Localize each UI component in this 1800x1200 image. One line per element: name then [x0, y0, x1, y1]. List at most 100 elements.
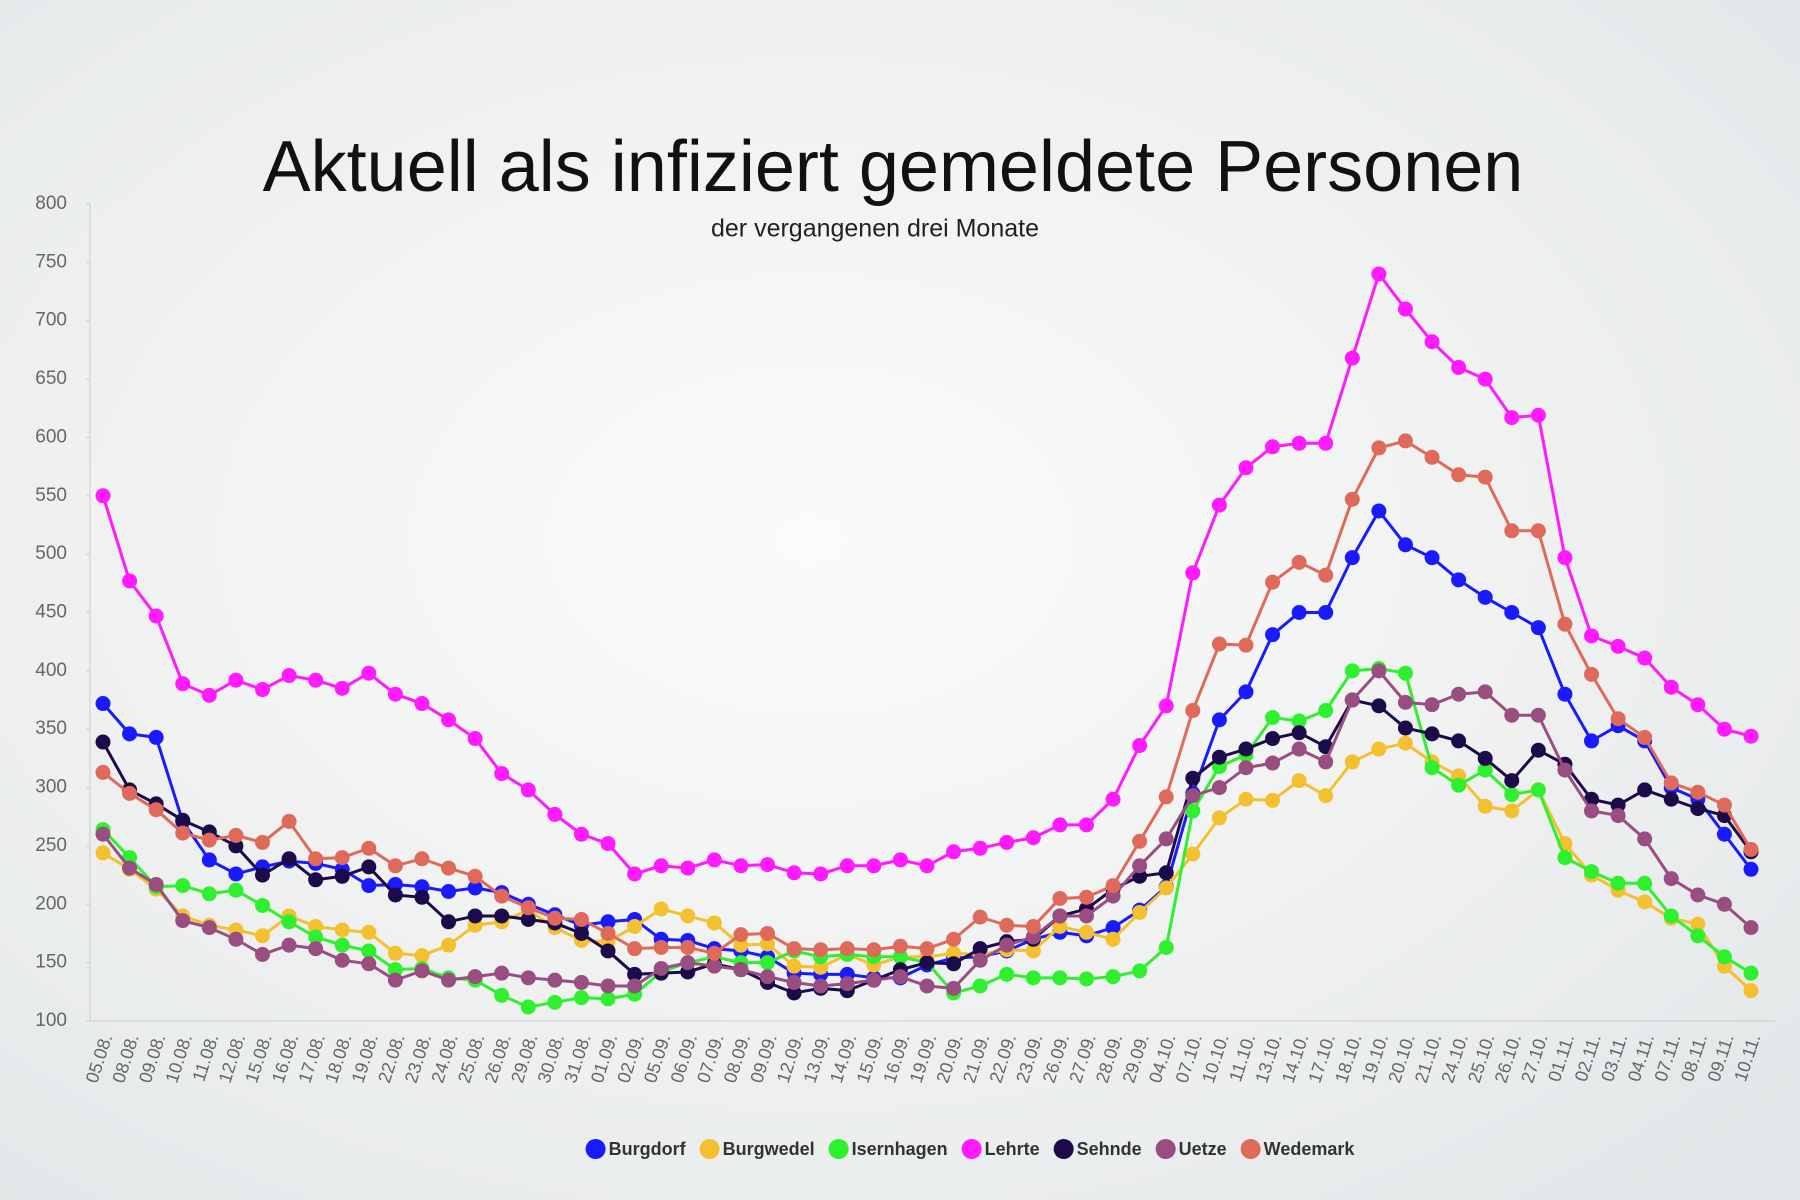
legend-label: Burgwedel	[723, 1139, 815, 1159]
data-point	[1690, 887, 1706, 903]
data-point	[281, 851, 297, 867]
data-point	[148, 729, 164, 745]
y-tick-label: 100	[35, 1010, 67, 1031]
y-tick-label: 350	[35, 718, 67, 739]
data-point	[441, 937, 457, 953]
data-point	[387, 972, 403, 988]
data-point	[813, 959, 829, 975]
legend-label: Sehnde	[1077, 1139, 1142, 1159]
data-point	[1504, 787, 1520, 803]
data-point	[1716, 949, 1732, 965]
data-point	[1424, 760, 1440, 776]
data-point	[1530, 707, 1546, 723]
data-point	[1318, 703, 1334, 719]
data-point	[600, 836, 616, 852]
legend-label: Burgdorf	[609, 1139, 687, 1159]
data-point	[1451, 359, 1467, 375]
data-point	[1291, 741, 1307, 757]
data-point	[361, 956, 377, 972]
data-point	[1291, 725, 1307, 741]
data-point	[1477, 371, 1493, 387]
data-point	[839, 941, 855, 957]
data-point	[1371, 698, 1387, 714]
data-point	[308, 929, 324, 945]
data-point	[1451, 467, 1467, 483]
data-point	[1344, 350, 1360, 366]
data-point	[1371, 741, 1387, 757]
y-tick-label: 600	[35, 426, 67, 447]
data-point	[1291, 773, 1307, 789]
data-point	[1265, 792, 1281, 808]
y-tick-label: 550	[35, 485, 67, 506]
data-point	[1105, 791, 1121, 807]
data-point	[760, 969, 776, 985]
data-point	[1185, 803, 1201, 819]
data-point	[228, 931, 244, 947]
data-point	[1663, 871, 1679, 887]
data-point	[520, 999, 536, 1015]
data-point	[1504, 803, 1520, 819]
data-point	[1344, 754, 1360, 770]
data-point	[1265, 731, 1281, 747]
data-point	[308, 851, 324, 867]
data-point	[148, 802, 164, 818]
data-point	[361, 859, 377, 875]
data-point	[414, 851, 430, 867]
data-point	[1265, 755, 1281, 771]
data-point	[387, 686, 403, 702]
data-point	[786, 974, 802, 990]
data-point	[1663, 908, 1679, 924]
data-point	[1025, 929, 1041, 945]
data-point	[95, 826, 111, 842]
data-point	[1052, 817, 1068, 833]
data-point	[1078, 924, 1094, 940]
data-point	[1716, 896, 1732, 912]
data-point	[1291, 713, 1307, 729]
data-point	[467, 908, 483, 924]
data-point	[281, 668, 297, 684]
data-point	[786, 941, 802, 957]
data-point	[1158, 789, 1174, 805]
data-point	[892, 852, 908, 868]
data-point	[1052, 890, 1068, 906]
data-point	[760, 955, 776, 971]
data-point	[1743, 920, 1759, 936]
data-point	[999, 937, 1015, 953]
data-point	[175, 913, 191, 929]
data-point	[441, 972, 457, 988]
data-point	[387, 858, 403, 874]
data-point	[1397, 720, 1413, 736]
data-point	[680, 939, 696, 955]
data-point	[361, 840, 377, 856]
data-point	[334, 680, 350, 696]
data-point	[281, 914, 297, 930]
data-point	[95, 696, 111, 712]
data-point	[1743, 728, 1759, 744]
data-point	[1078, 971, 1094, 987]
y-tick-label: 250	[35, 835, 67, 856]
data-point	[1424, 550, 1440, 566]
data-point	[1211, 810, 1227, 826]
data-point	[175, 812, 191, 828]
data-point	[1397, 301, 1413, 317]
data-point	[972, 941, 988, 957]
data-point	[1424, 449, 1440, 465]
data-point	[175, 676, 191, 692]
data-point	[919, 955, 935, 971]
data-point	[1318, 567, 1334, 583]
data-point	[1397, 735, 1413, 751]
data-point	[1424, 334, 1440, 350]
data-point	[387, 962, 403, 978]
data-point	[892, 938, 908, 954]
y-tick-label: 800	[35, 193, 67, 214]
data-point	[573, 990, 589, 1006]
data-point	[228, 672, 244, 688]
data-point	[892, 949, 908, 965]
data-point	[999, 834, 1015, 850]
data-point	[95, 734, 111, 750]
y-tick-label: 700	[35, 310, 67, 331]
data-point	[1132, 833, 1148, 849]
data-point	[1132, 868, 1148, 884]
data-point	[653, 858, 669, 874]
